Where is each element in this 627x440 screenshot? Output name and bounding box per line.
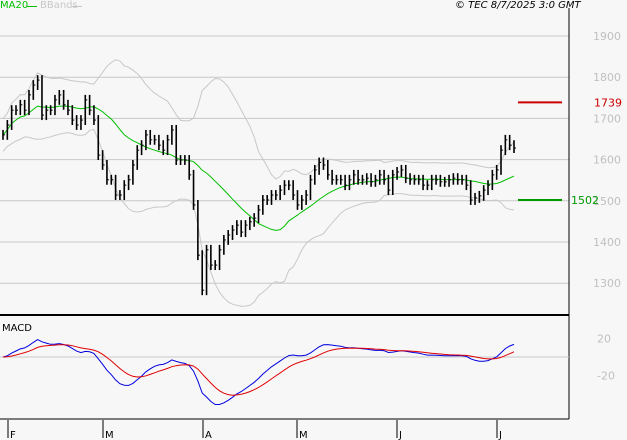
macd-signal-line bbox=[2, 344, 515, 396]
bbands-legend-swatch bbox=[72, 6, 82, 7]
price-tick-label: 1300 bbox=[593, 277, 621, 290]
price-tick-label: 1800 bbox=[593, 71, 621, 84]
level-label: 1739 bbox=[594, 96, 622, 109]
bband-lower-line bbox=[2, 128, 515, 307]
month-label: M bbox=[105, 430, 114, 440]
ma20-legend: MA20 bbox=[0, 0, 29, 11]
month-label: F bbox=[10, 430, 16, 440]
ma20-legend-swatch bbox=[27, 6, 37, 7]
price-tick-label: 1700 bbox=[593, 112, 621, 125]
month-label: J bbox=[498, 430, 502, 440]
level-label: 1502 bbox=[571, 194, 599, 207]
month-label: A bbox=[205, 430, 212, 440]
price-tick-label: 1600 bbox=[593, 154, 621, 167]
bbands-legend: BBands bbox=[40, 0, 78, 11]
macd-title: MACD bbox=[2, 323, 32, 334]
price-tick-label: 1500 bbox=[593, 195, 621, 208]
macd-tick-label: 20 bbox=[597, 333, 611, 346]
copyright-timestamp: © TEC 8/7/2025 3:0 GMT bbox=[455, 0, 581, 11]
bband-upper-line bbox=[2, 59, 515, 180]
price-tick-label: 1900 bbox=[593, 30, 621, 43]
price-tick-label: 1400 bbox=[593, 236, 621, 249]
month-label: M bbox=[299, 430, 308, 440]
ma20-line bbox=[2, 105, 515, 231]
month-label: J bbox=[398, 430, 402, 440]
macd-tick-label: -20 bbox=[597, 369, 615, 382]
macd-line bbox=[2, 339, 515, 405]
